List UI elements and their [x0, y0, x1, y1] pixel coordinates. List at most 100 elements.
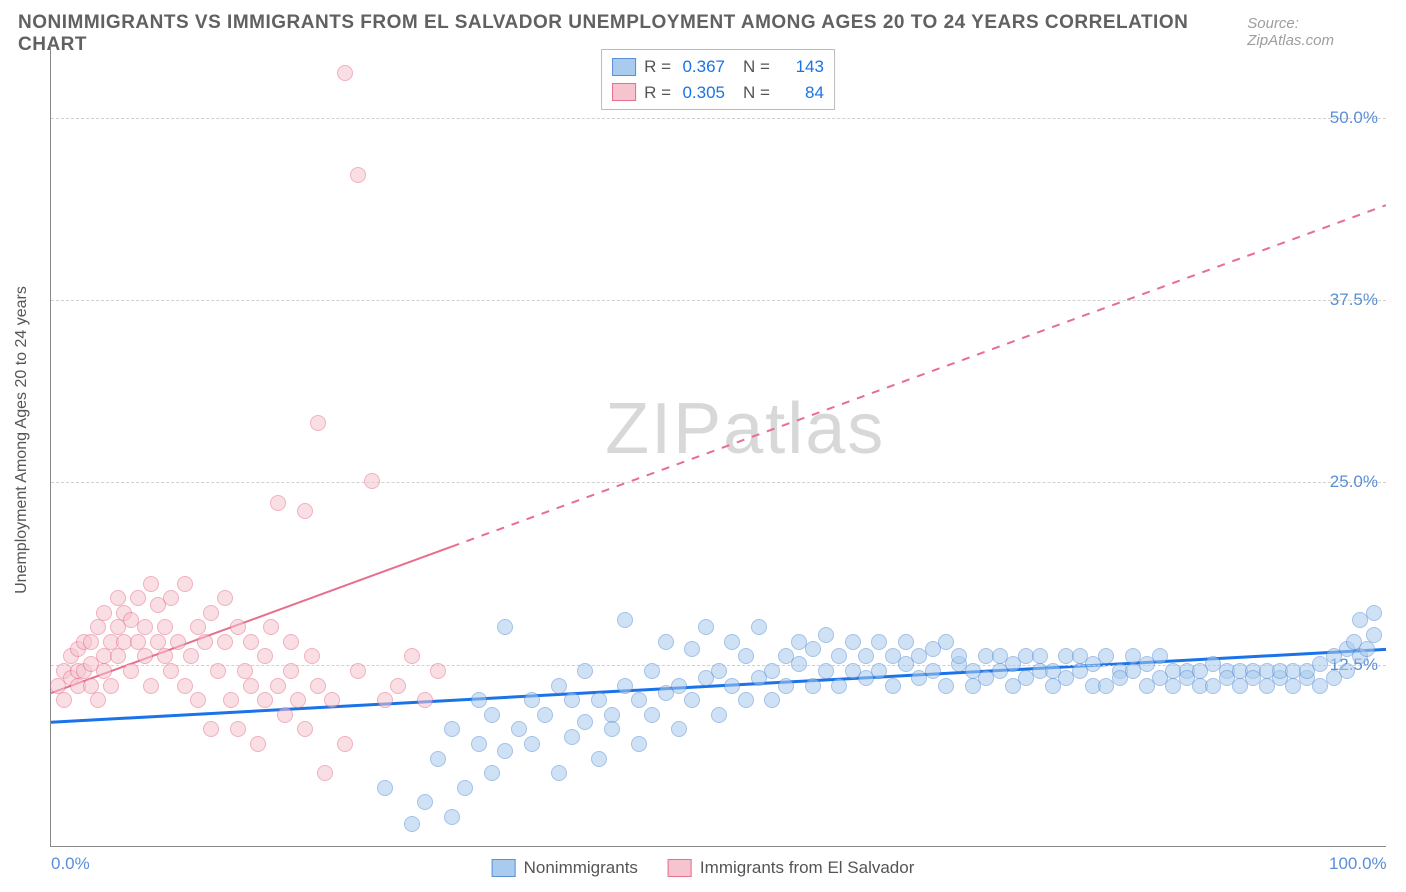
data-point — [250, 736, 266, 752]
data-point — [157, 619, 173, 635]
x-tick-label: 100.0% — [1329, 854, 1387, 874]
data-point — [564, 692, 580, 708]
data-point — [444, 809, 460, 825]
data-point — [404, 816, 420, 832]
stat-r-label: R = — [644, 80, 671, 106]
data-point — [317, 765, 333, 781]
data-point — [818, 663, 834, 679]
data-point — [644, 707, 660, 723]
legend-swatch — [492, 859, 516, 877]
data-point — [871, 634, 887, 650]
data-point — [497, 619, 513, 635]
data-point — [90, 692, 106, 708]
data-point — [591, 692, 607, 708]
data-point — [177, 576, 193, 592]
stat-n-value: 84 — [778, 80, 824, 106]
legend-stat-row: R = 0.305 N = 84 — [612, 80, 824, 106]
data-point — [96, 605, 112, 621]
data-point — [190, 692, 206, 708]
data-point — [1366, 605, 1382, 621]
data-point — [337, 65, 353, 81]
legend-item: Immigrants from El Salvador — [668, 858, 914, 878]
data-point — [163, 590, 179, 606]
legend-swatch — [612, 83, 636, 101]
data-point — [764, 663, 780, 679]
legend-label: Immigrants from El Salvador — [700, 858, 914, 878]
data-point — [471, 736, 487, 752]
data-point — [631, 692, 647, 708]
data-point — [270, 495, 286, 511]
data-point — [350, 167, 366, 183]
data-point — [617, 678, 633, 694]
data-point — [484, 707, 500, 723]
stat-n-label: N = — [743, 80, 770, 106]
data-point — [805, 678, 821, 694]
plot-region: ZIPatlas 12.5%25.0%37.5%50.0%0.0%100.0% — [50, 45, 1386, 847]
y-tick-label: 25.0% — [1330, 472, 1378, 492]
data-point — [671, 721, 687, 737]
legend-series: NonimmigrantsImmigrants from El Salvador — [492, 858, 915, 878]
data-point — [230, 721, 246, 737]
data-point — [283, 634, 299, 650]
data-point — [210, 663, 226, 679]
data-point — [831, 678, 847, 694]
data-point — [364, 473, 380, 489]
data-point — [898, 634, 914, 650]
data-point — [243, 678, 259, 694]
stat-r-value: 0.367 — [679, 54, 725, 80]
data-point — [764, 692, 780, 708]
data-point — [203, 721, 219, 737]
data-point — [390, 678, 406, 694]
y-tick-label: 37.5% — [1330, 290, 1378, 310]
data-point — [137, 648, 153, 664]
data-point — [1152, 648, 1168, 664]
watermark: ZIPatlas — [605, 388, 885, 470]
data-point — [617, 612, 633, 628]
data-point — [163, 663, 179, 679]
stat-r-value: 0.305 — [679, 80, 725, 106]
data-point — [290, 692, 306, 708]
data-point — [1098, 648, 1114, 664]
data-point — [711, 707, 727, 723]
stat-r-label: R = — [644, 54, 671, 80]
chart-area: ZIPatlas 12.5%25.0%37.5%50.0%0.0%100.0% … — [50, 45, 1386, 847]
legend-stat-row: R = 0.367 N = 143 — [612, 54, 824, 80]
data-point — [885, 678, 901, 694]
data-point — [684, 641, 700, 657]
data-point — [197, 634, 213, 650]
data-point — [831, 648, 847, 664]
data-point — [183, 648, 199, 664]
data-point — [103, 678, 119, 694]
y-tick-label: 50.0% — [1330, 108, 1378, 128]
data-point — [805, 641, 821, 657]
data-point — [524, 692, 540, 708]
legend-swatch — [668, 859, 692, 877]
data-point — [551, 678, 567, 694]
data-point — [537, 707, 553, 723]
data-point — [170, 634, 186, 650]
gridline — [51, 118, 1386, 119]
data-point — [243, 634, 259, 650]
stat-n-label: N = — [743, 54, 770, 80]
data-point — [457, 780, 473, 796]
data-point — [404, 648, 420, 664]
data-point — [257, 648, 273, 664]
data-point — [938, 678, 954, 694]
data-point — [484, 765, 500, 781]
data-point — [738, 692, 754, 708]
data-point — [845, 634, 861, 650]
data-point — [350, 663, 366, 679]
data-point — [858, 648, 874, 664]
data-point — [471, 692, 487, 708]
data-point — [430, 663, 446, 679]
stat-n-value: 143 — [778, 54, 824, 80]
data-point — [310, 415, 326, 431]
data-point — [724, 634, 740, 650]
data-point — [83, 634, 99, 650]
data-point — [658, 634, 674, 650]
data-point — [564, 729, 580, 745]
data-point — [297, 503, 313, 519]
data-point — [217, 634, 233, 650]
data-point — [711, 663, 727, 679]
data-point — [644, 663, 660, 679]
